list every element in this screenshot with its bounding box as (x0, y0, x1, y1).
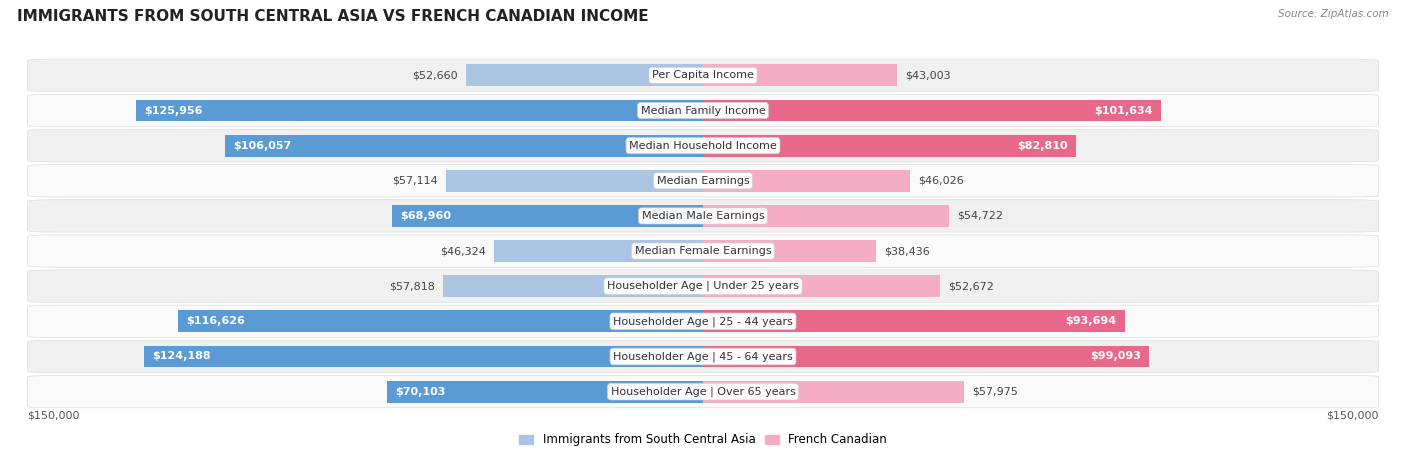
Text: Median Household Income: Median Household Income (628, 141, 778, 151)
Bar (177, 311, 703, 332)
Text: $125,956: $125,956 (143, 106, 202, 115)
Text: $46,324: $46,324 (440, 246, 486, 256)
Text: $46,026: $46,026 (918, 176, 965, 186)
Bar (392, 205, 703, 227)
Text: Median Earnings: Median Earnings (657, 176, 749, 186)
FancyBboxPatch shape (28, 340, 1378, 373)
FancyBboxPatch shape (28, 94, 1378, 127)
FancyBboxPatch shape (28, 165, 1378, 197)
Text: Median Female Earnings: Median Female Earnings (634, 246, 772, 256)
Text: $82,810: $82,810 (1017, 141, 1067, 151)
Bar (495, 240, 703, 262)
Bar (703, 64, 897, 86)
Text: Householder Age | Over 65 years: Householder Age | Over 65 years (610, 386, 796, 397)
Bar (465, 64, 703, 86)
Text: $70,103: $70,103 (395, 387, 446, 396)
Legend: Immigrants from South Central Asia, French Canadian: Immigrants from South Central Asia, Fren… (515, 429, 891, 451)
Bar (225, 135, 703, 156)
Bar (703, 346, 1149, 368)
Text: $57,114: $57,114 (392, 176, 437, 186)
Text: Householder Age | 45 - 64 years: Householder Age | 45 - 64 years (613, 351, 793, 362)
Bar (703, 99, 1160, 121)
Text: $68,960: $68,960 (401, 211, 451, 221)
Text: $54,722: $54,722 (957, 211, 1004, 221)
FancyBboxPatch shape (28, 59, 1378, 92)
Text: $43,003: $43,003 (904, 71, 950, 80)
Text: Source: ZipAtlas.com: Source: ZipAtlas.com (1278, 9, 1389, 19)
FancyBboxPatch shape (28, 305, 1378, 338)
Bar (703, 276, 941, 297)
Text: $57,975: $57,975 (972, 387, 1018, 396)
Text: $101,634: $101,634 (1094, 106, 1153, 115)
Text: $38,436: $38,436 (884, 246, 929, 256)
Bar (143, 346, 703, 368)
Bar (136, 99, 703, 121)
Text: $124,188: $124,188 (152, 352, 211, 361)
FancyBboxPatch shape (28, 270, 1378, 302)
Text: Householder Age | 25 - 44 years: Householder Age | 25 - 44 years (613, 316, 793, 326)
Bar (703, 311, 1125, 332)
Text: Householder Age | Under 25 years: Householder Age | Under 25 years (607, 281, 799, 291)
Text: Median Male Earnings: Median Male Earnings (641, 211, 765, 221)
FancyBboxPatch shape (28, 375, 1378, 408)
FancyBboxPatch shape (28, 200, 1378, 232)
FancyBboxPatch shape (28, 305, 1378, 338)
Text: $57,818: $57,818 (388, 281, 434, 291)
Text: $106,057: $106,057 (233, 141, 292, 151)
Text: $150,000: $150,000 (28, 410, 80, 421)
Text: $99,093: $99,093 (1090, 352, 1142, 361)
FancyBboxPatch shape (28, 375, 1378, 408)
Text: IMMIGRANTS FROM SOUTH CENTRAL ASIA VS FRENCH CANADIAN INCOME: IMMIGRANTS FROM SOUTH CENTRAL ASIA VS FR… (17, 9, 648, 24)
FancyBboxPatch shape (28, 340, 1378, 373)
Text: $116,626: $116,626 (186, 316, 245, 326)
FancyBboxPatch shape (28, 59, 1378, 92)
Bar (703, 170, 910, 191)
Bar (703, 381, 965, 403)
Bar (703, 135, 1076, 156)
FancyBboxPatch shape (28, 165, 1378, 197)
Text: Median Family Income: Median Family Income (641, 106, 765, 115)
Bar (446, 170, 703, 191)
Bar (443, 276, 703, 297)
FancyBboxPatch shape (28, 94, 1378, 127)
FancyBboxPatch shape (28, 235, 1378, 267)
Text: $93,694: $93,694 (1066, 316, 1116, 326)
FancyBboxPatch shape (28, 200, 1378, 232)
Bar (387, 381, 703, 403)
Text: $52,660: $52,660 (412, 71, 458, 80)
Text: Per Capita Income: Per Capita Income (652, 71, 754, 80)
Bar (703, 205, 949, 227)
Bar (703, 240, 876, 262)
FancyBboxPatch shape (28, 270, 1378, 302)
FancyBboxPatch shape (28, 129, 1378, 162)
Text: $52,672: $52,672 (948, 281, 994, 291)
FancyBboxPatch shape (28, 129, 1378, 162)
Text: $150,000: $150,000 (1326, 410, 1378, 421)
FancyBboxPatch shape (28, 235, 1378, 267)
